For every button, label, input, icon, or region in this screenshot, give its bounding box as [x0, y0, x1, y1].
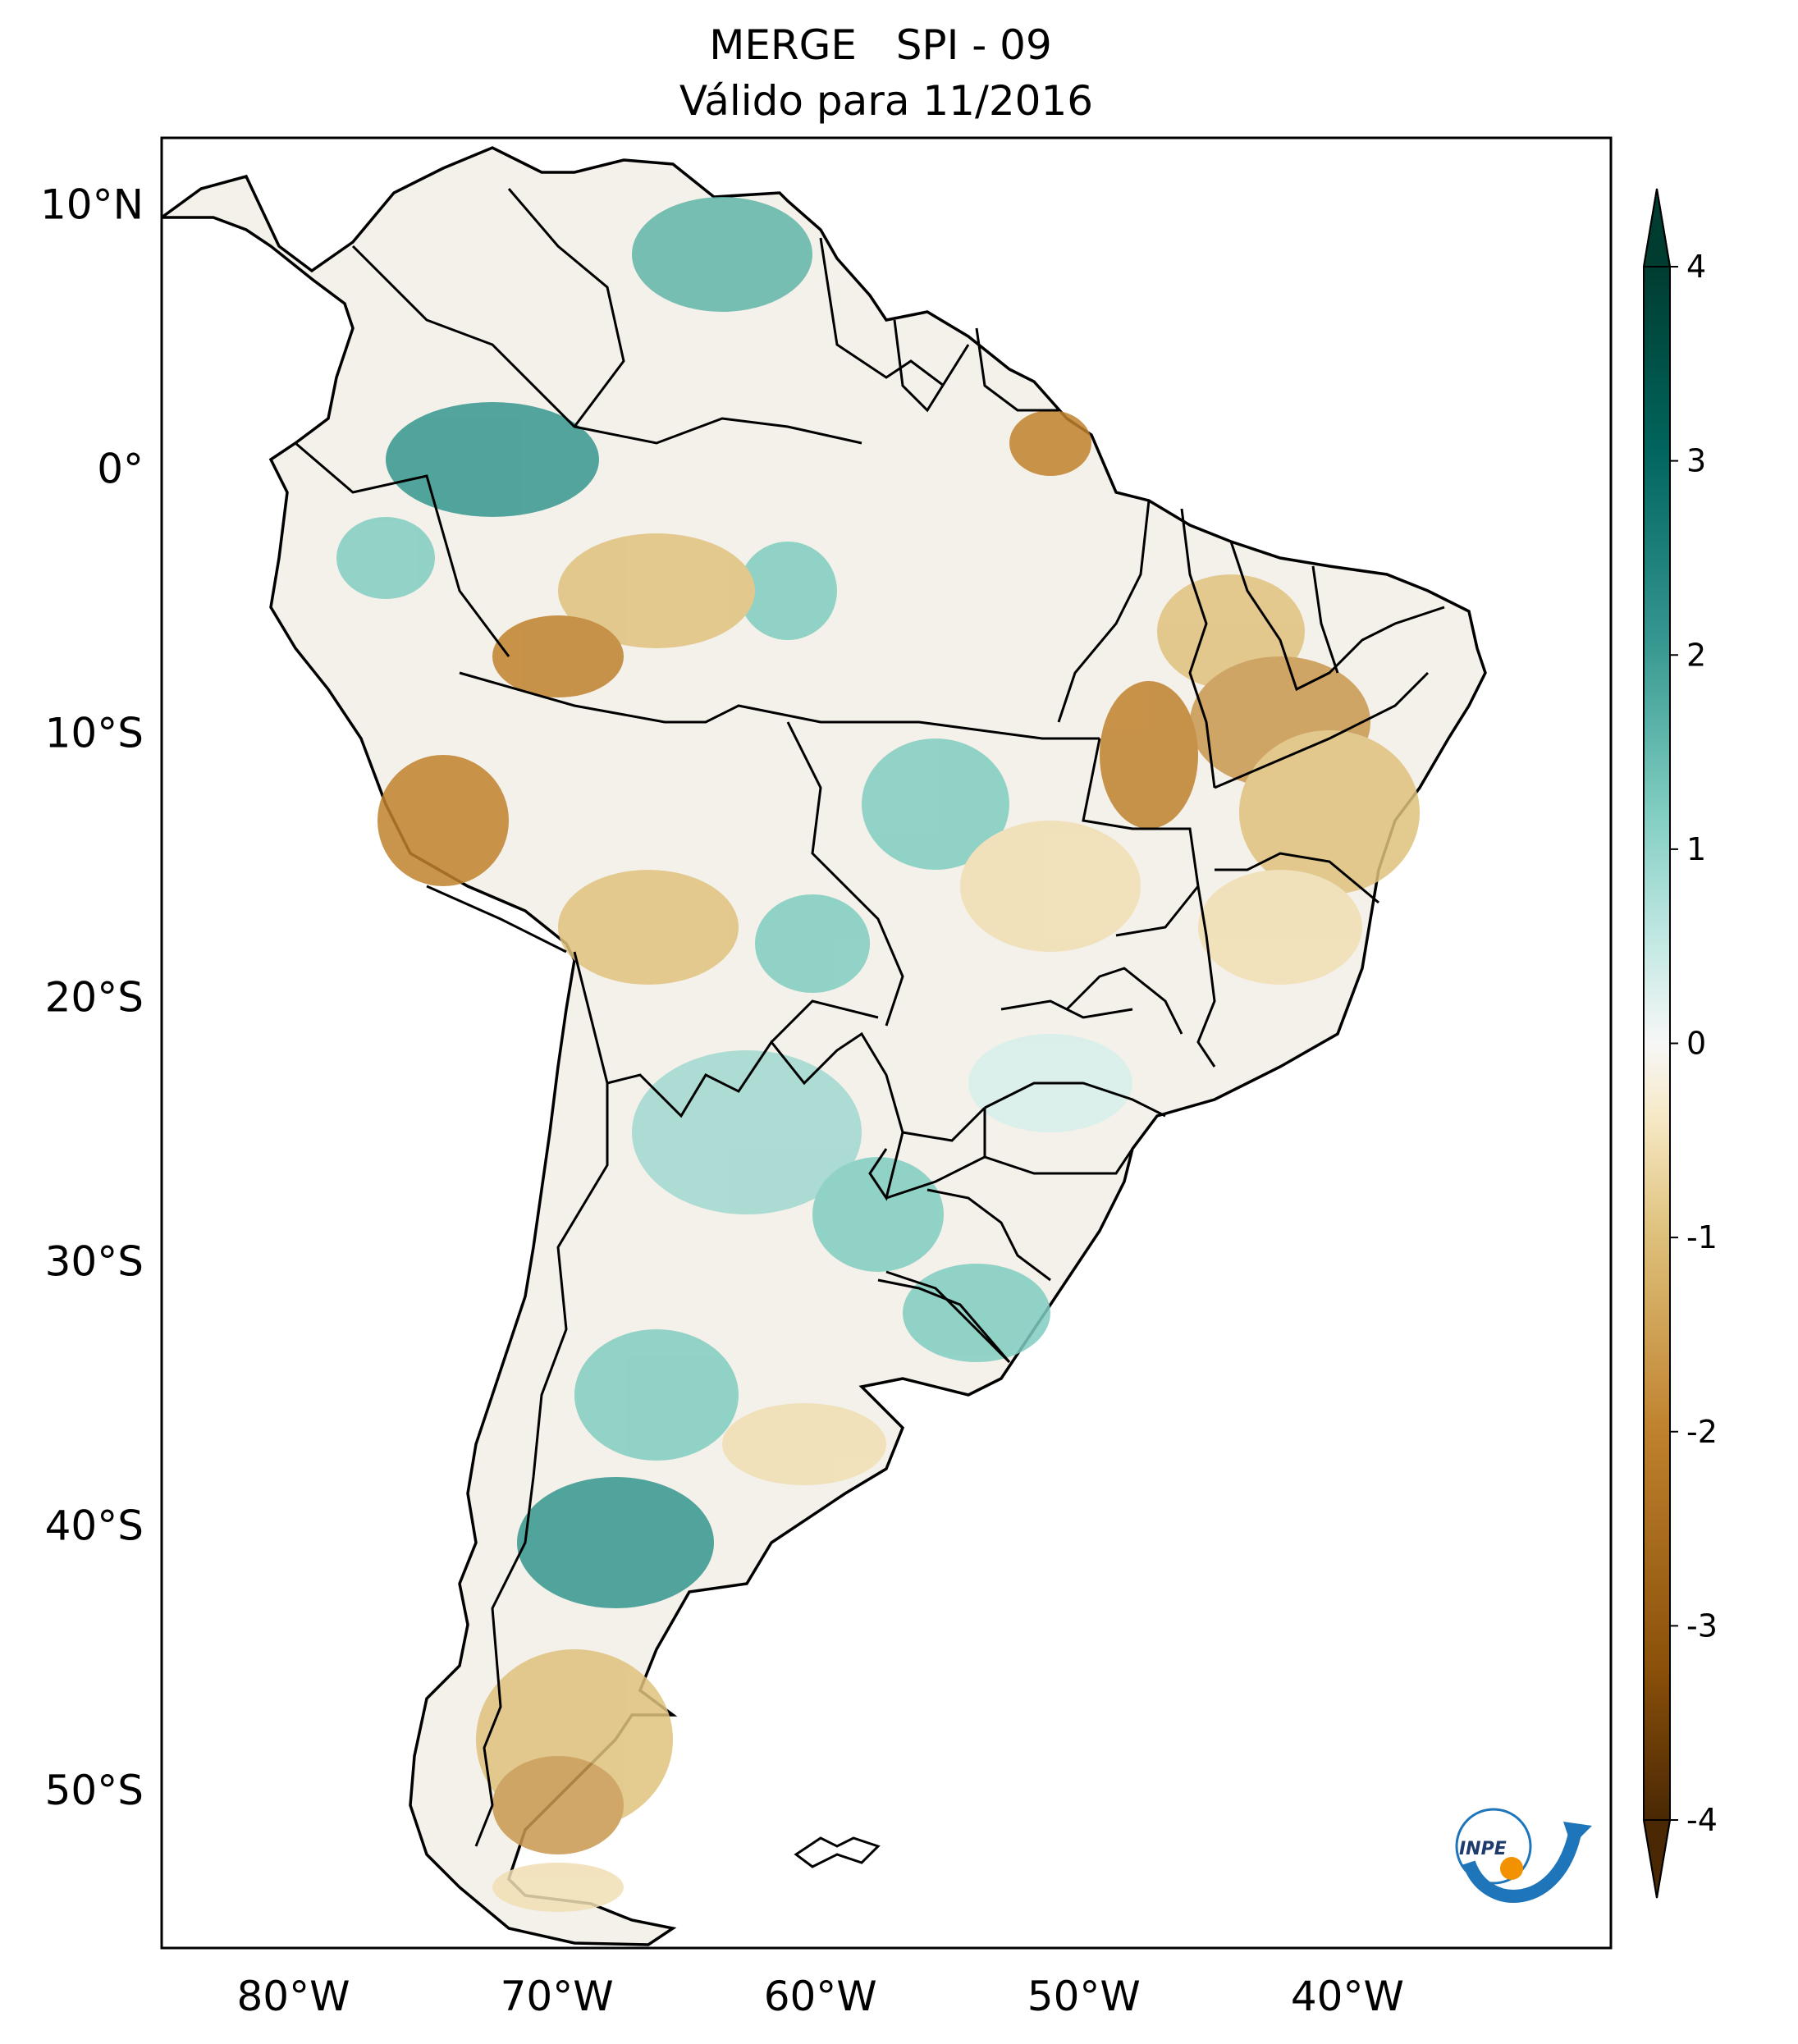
lon-tick-label: 60°W — [764, 1973, 877, 2020]
lat-tick-label: 30°S — [45, 1238, 144, 1286]
falkland-islands — [794, 1836, 881, 1868]
spi-field — [336, 197, 1420, 1912]
country-boundaries — [295, 188, 1445, 1847]
lon-tick-label: 50°W — [1027, 1973, 1141, 2020]
colorbar-tick-label: 0 — [1686, 1026, 1706, 1062]
lat-tick-label: 50°S — [45, 1767, 144, 1814]
inpe-logo-text: INPE — [1459, 1839, 1507, 1859]
lat-tick-label: 40°S — [45, 1502, 144, 1550]
lat-tick-label: 10°S — [45, 710, 144, 757]
colorbar-extend-top — [1642, 188, 1672, 268]
colorbar-tick-labels: 4 3 2 1 0 -1 -2 -3 -4 — [1670, 249, 1718, 1838]
lat-tick-label: 20°S — [45, 974, 144, 1022]
colorbar-extend-bottom — [1642, 1819, 1672, 1899]
colorbar-tick-label: -4 — [1686, 1802, 1718, 1838]
longitude-tick-labels: 80°W 70°W 60°W 50°W 40°W — [237, 1973, 1404, 2020]
colorbar-tick-label: 1 — [1686, 831, 1706, 867]
lon-tick-label: 70°W — [501, 1973, 614, 2020]
colorbar-gradient — [1644, 267, 1670, 1820]
map-frame — [160, 136, 1613, 1950]
inpe-logo: INPE — [1455, 1808, 1592, 1903]
lon-tick-label: 80°W — [237, 1973, 350, 2020]
colorbar-tick-label: 2 — [1686, 637, 1706, 673]
map-plot-area: INPE — [162, 138, 1611, 1948]
colorbar-tick-label: -2 — [1686, 1414, 1718, 1450]
lat-tick-label: 0° — [97, 446, 144, 493]
colorbar-tick-label: -3 — [1686, 1607, 1718, 1644]
colorbar-tick-label: 4 — [1686, 249, 1706, 285]
lon-tick-label: 40°W — [1291, 1973, 1404, 2020]
lat-tick-label: 10°N — [40, 181, 144, 229]
chart-title-line1: MERGE SPI - 09 — [709, 21, 1052, 69]
latitude-tick-labels: 10°N 0° 10°S 20°S 30°S 40°S 50°S — [40, 181, 144, 1814]
colorbar-tick-label: -1 — [1686, 1219, 1718, 1255]
south-america-landmass — [162, 146, 1487, 1946]
colorbar: 4 3 2 1 0 -1 -2 -3 -4 — [1642, 188, 1718, 1899]
chart-title-line2: Válido para 11/2016 — [679, 77, 1093, 125]
colorbar-tick-label: 3 — [1686, 443, 1706, 479]
